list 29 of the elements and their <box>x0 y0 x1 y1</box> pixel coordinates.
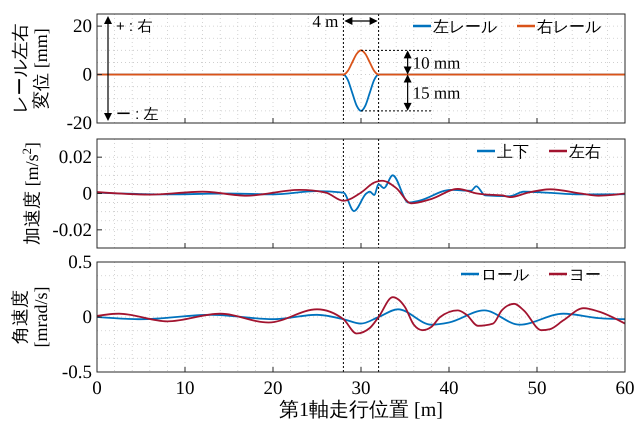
x-tick-label: 10 <box>176 378 194 399</box>
legend-label: ヨー <box>569 267 601 284</box>
y-tick-label: 0 <box>82 307 92 328</box>
y-tick-label: 0.5 <box>68 252 92 273</box>
y-axis-title: 角速度 [mrad/s] <box>10 286 51 348</box>
y-tick-label: -20 <box>66 113 92 134</box>
x-tick-label: 30 <box>352 378 370 399</box>
annotation: 15 mm <box>412 84 460 103</box>
x-tick-label: 20 <box>264 378 282 399</box>
y-tick-label: 0 <box>82 64 92 86</box>
y-axis-title: レール左右変位 [mm] <box>10 24 51 114</box>
y-tick-label: 0 <box>82 184 92 204</box>
legend-label: 左レール <box>433 19 497 36</box>
legend-label: 右レール <box>537 19 601 36</box>
annotation: ー : 左 <box>116 106 159 123</box>
y-tick-label: 0.02 <box>58 147 92 168</box>
legend-label: ロール <box>481 267 529 284</box>
legend-label: 左右 <box>569 144 601 161</box>
legend-label: 上下 <box>497 143 529 161</box>
x-tick-label: 50 <box>528 378 546 399</box>
x-axis-title: 第1軸走行位置 [m] <box>279 399 443 421</box>
annotation: 4 m <box>312 12 338 31</box>
x-tick-label: 60 <box>616 378 634 399</box>
x-tick-label: 40 <box>440 378 458 399</box>
y-tick-label: -0.5 <box>62 362 92 383</box>
y-tick-label: -0.02 <box>52 220 92 241</box>
annotation: + : 右 <box>116 18 152 35</box>
y-tick-label: 20 <box>73 16 92 38</box>
annotation: 10 mm <box>412 53 460 72</box>
